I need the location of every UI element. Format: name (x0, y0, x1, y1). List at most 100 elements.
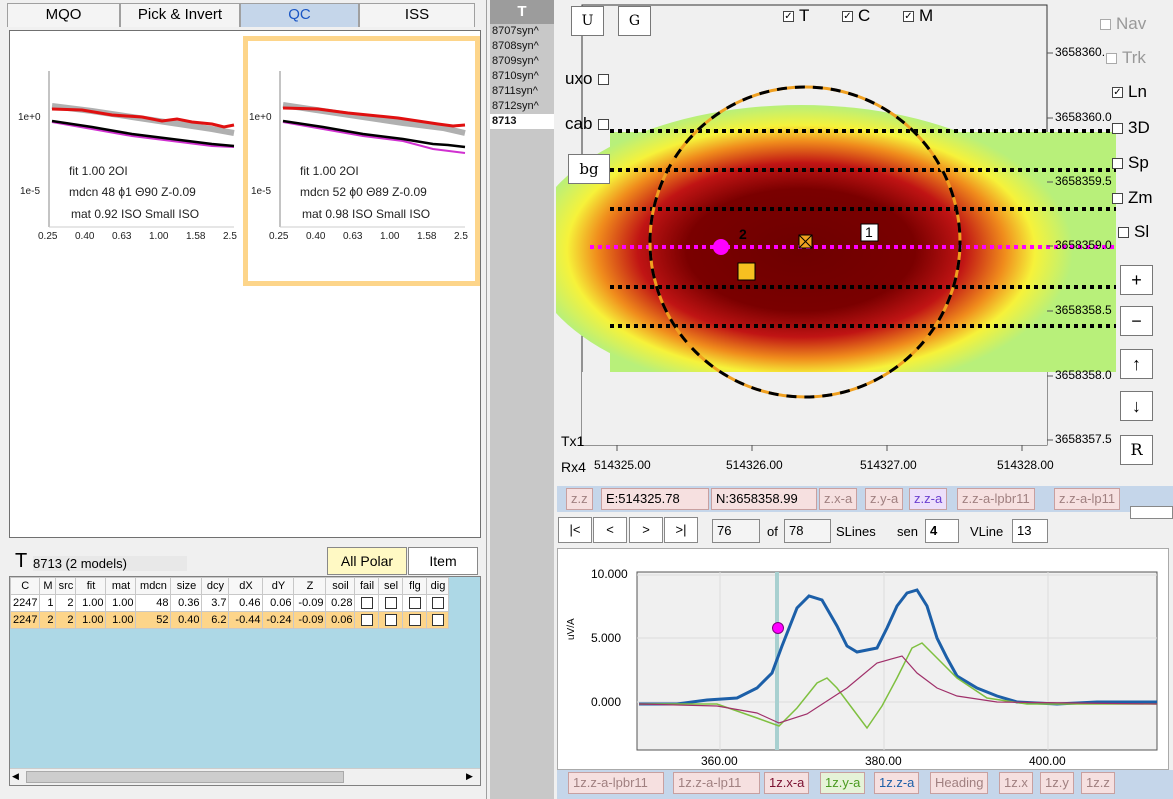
tab-pick-invert[interactable]: Pick & Invert (120, 3, 240, 27)
horizontal-scrollbar[interactable]: ◀ ▶ (10, 768, 480, 785)
col-header[interactable]: fail (354, 577, 380, 595)
pan-down-button[interactable]: ↓ (1120, 391, 1153, 421)
col-header[interactable]: dX (228, 577, 264, 595)
first-line-button[interactable]: |< (558, 517, 592, 543)
col-header[interactable]: soil (325, 577, 356, 595)
sel-checkbox-cell[interactable] (378, 594, 404, 612)
chip-z-x-a[interactable]: z.x-a (819, 488, 858, 510)
chip-1z-y-a[interactable]: 1z.y-a (820, 772, 866, 794)
cab-checkbox[interactable]: cab (565, 114, 614, 134)
checkbox[interactable] (431, 614, 444, 627)
chip-z-z-a[interactable]: z.z-a (909, 488, 948, 510)
g-button[interactable]: G (618, 6, 651, 36)
checkbox[interactable] (598, 118, 610, 130)
checkbox[interactable] (1118, 226, 1129, 238)
fail-checkbox-cell[interactable] (354, 611, 380, 629)
ln-checkbox[interactable]: ✓ Ln (1112, 82, 1147, 102)
chip-1z-z[interactable]: 1z.z (1081, 772, 1115, 794)
target-map[interactable] (556, 0, 1116, 480)
bg-button[interactable]: bg (568, 154, 610, 184)
chip-1z-x-a[interactable]: 1z.x-a (764, 772, 810, 794)
list-item[interactable]: 8707syn^ (492, 25, 539, 37)
qc-card-2[interactable]: 1e+0 1e-5 fit 1.00 2OI mdcn 52 ϕ0 Θ89 Z-… (243, 36, 480, 286)
checkbox[interactable] (1106, 52, 1117, 64)
dig-checkbox-cell[interactable] (426, 594, 450, 612)
list-item[interactable]: 8708syn^ (492, 40, 539, 52)
checkbox[interactable] (360, 597, 373, 610)
splitter-handle[interactable] (1130, 506, 1173, 519)
target-marker-2-label[interactable]: 2 (739, 226, 747, 242)
next-line-button[interactable]: > (629, 517, 663, 543)
t-checkbox[interactable]: ✓ T (783, 6, 809, 26)
scroll-left-icon[interactable]: ◀ (12, 771, 19, 781)
checkbox[interactable] (598, 73, 610, 85)
checkbox[interactable] (431, 597, 444, 610)
checkbox[interactable]: ✓ (783, 10, 794, 22)
last-line-button[interactable]: >| (664, 517, 698, 543)
col-header[interactable]: M (39, 577, 57, 595)
checkbox[interactable] (408, 614, 421, 627)
chip-z-z-a-lpbr11[interactable]: z.z-a-lpbr11 (957, 488, 1035, 510)
col-header[interactable]: size (170, 577, 203, 595)
checkbox[interactable]: ✓ (842, 10, 853, 22)
col-header[interactable]: mdcn (135, 577, 172, 595)
col-header[interactable]: dcy (201, 577, 230, 595)
list-item[interactable]: 8711syn^ (492, 85, 538, 97)
c-checkbox[interactable]: ✓ C (842, 6, 870, 26)
profile-plot[interactable] (557, 548, 1169, 770)
checkbox[interactable] (384, 597, 397, 610)
checkbox[interactable] (360, 614, 373, 627)
trk-checkbox[interactable]: Trk (1106, 48, 1146, 68)
all-polar-button[interactable]: All Polar (327, 547, 407, 575)
zoom-out-button[interactable]: − (1120, 306, 1153, 336)
list-item[interactable]: 8712syn^ (492, 100, 539, 112)
chip-heading[interactable]: Heading (930, 772, 989, 794)
col-header[interactable]: C (10, 577, 41, 595)
uxo-checkbox[interactable]: uxo (565, 69, 614, 89)
fail-checkbox-cell[interactable] (354, 594, 380, 612)
zm-checkbox[interactable]: Zm (1112, 188, 1153, 208)
scroll-right-icon[interactable]: ▶ (466, 771, 473, 781)
col-header[interactable]: Z (293, 577, 327, 595)
nav-checkbox[interactable]: Nav (1100, 14, 1146, 34)
tab-mqo[interactable]: MQO (7, 3, 120, 27)
zoom-in-button[interactable]: + (1120, 265, 1153, 295)
reset-button[interactable]: R (1120, 435, 1153, 465)
list-item[interactable]: 8713 (490, 114, 554, 129)
flg-checkbox-cell[interactable] (402, 611, 428, 629)
chip-1z-z-a-lpbr11[interactable]: 1z.z-a-lpbr11 (568, 772, 664, 794)
tab-iss[interactable]: ISS (359, 3, 475, 27)
checkbox[interactable]: ✓ (1112, 86, 1123, 98)
col-header[interactable]: sel (378, 577, 404, 595)
chip-1z-z-a-lp11[interactable]: 1z.z-a-lp11 (673, 772, 760, 794)
checkbox[interactable] (1112, 157, 1123, 169)
scrollbar-thumb[interactable] (26, 771, 344, 783)
sensor-field[interactable]: 4 (925, 519, 959, 543)
item-button[interactable]: Item (408, 547, 478, 575)
flg-checkbox-cell[interactable] (402, 594, 428, 612)
sel-checkbox-cell[interactable] (378, 611, 404, 629)
qc-card-1[interactable]: 1e+0 1e-5 fit 1.00 2OI mdcn 48 ϕ1 Θ90 Z-… (12, 37, 244, 283)
checkbox[interactable] (408, 597, 421, 610)
checkbox[interactable] (1112, 192, 1123, 204)
chip-1z-x[interactable]: 1z.x (999, 772, 1033, 794)
3d-checkbox[interactable]: 3D (1112, 118, 1150, 138)
col-header[interactable]: mat (105, 577, 137, 595)
vline-field[interactable]: 13 (1012, 519, 1048, 543)
checkbox[interactable] (1112, 122, 1123, 134)
target-marker-1-label[interactable]: 1 (865, 224, 873, 240)
col-header[interactable]: dY (262, 577, 295, 595)
chip-z-z-a-lp11[interactable]: z.z-a-lp11 (1054, 488, 1121, 510)
chip-z-z[interactable]: z.z (566, 488, 593, 510)
sp-checkbox[interactable]: Sp (1112, 153, 1149, 173)
prev-line-button[interactable]: < (593, 517, 627, 543)
checkbox[interactable]: ✓ (903, 10, 914, 22)
table-row[interactable]: 2247 1 2 1.00 1.00 48 0.36 3.7 0.46 0.06… (10, 594, 450, 612)
list-item[interactable]: 8710syn^ (492, 70, 539, 82)
chip-z-y-a[interactable]: z.y-a (865, 488, 904, 510)
checkbox[interactable] (1100, 18, 1111, 30)
sl-checkbox[interactable]: Sl (1118, 222, 1149, 242)
col-header[interactable]: flg (402, 577, 428, 595)
table-row[interactable]: 2247 2 2 1.00 1.00 52 0.40 6.2 -0.44 -0.… (10, 611, 450, 629)
pan-up-button[interactable]: ↑ (1120, 349, 1153, 379)
